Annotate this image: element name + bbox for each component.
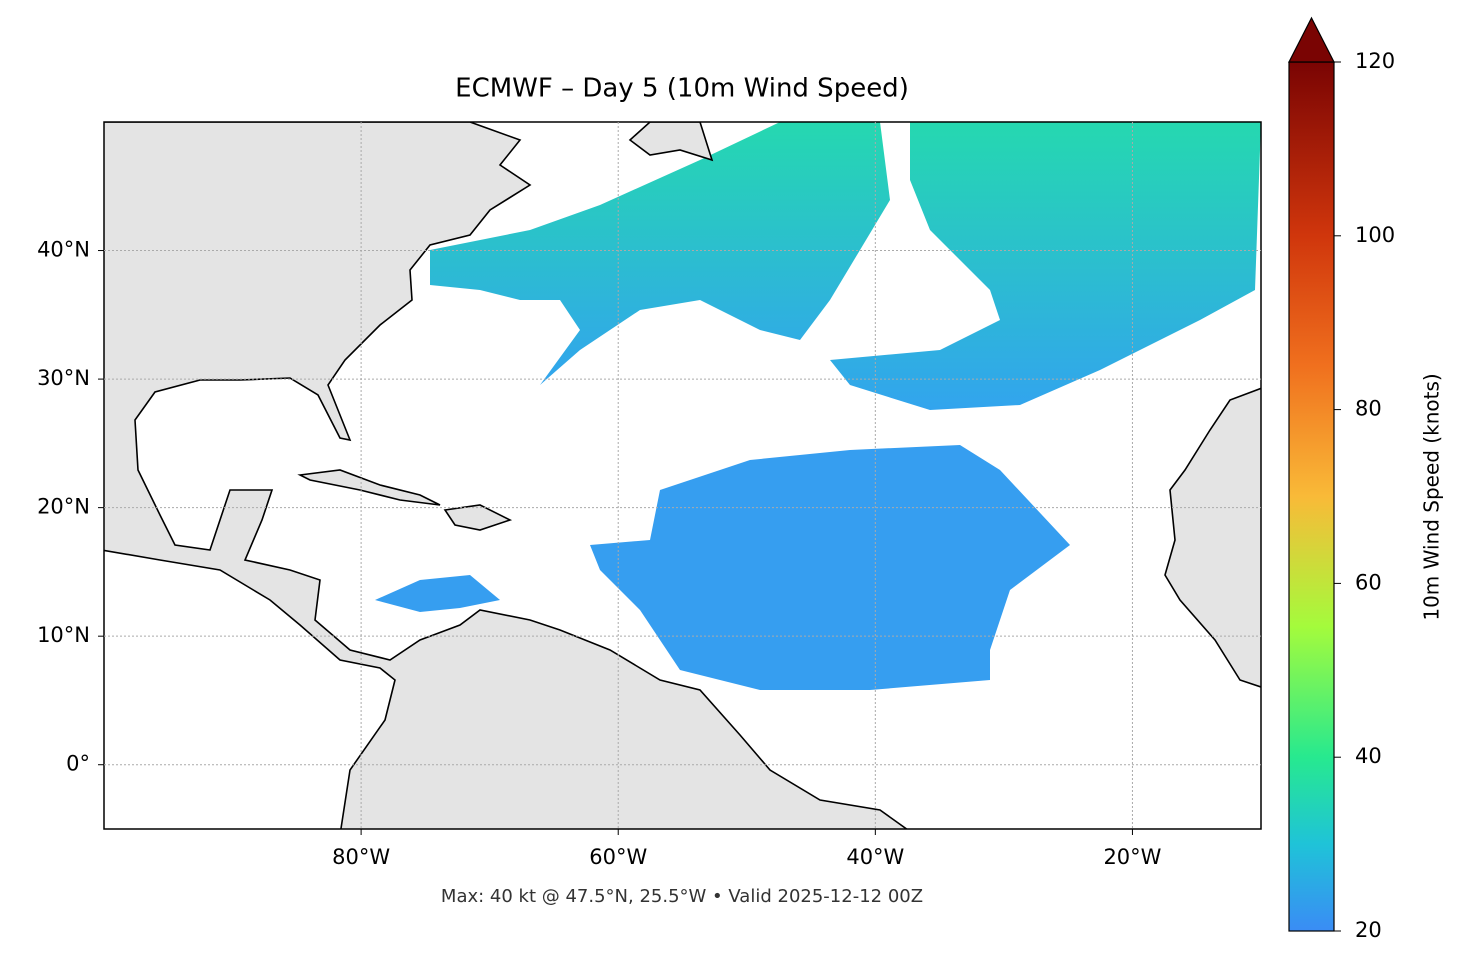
colorbar	[1288, 61, 1335, 932]
y-tick-label: 30°N	[37, 366, 90, 390]
map-title: ECMWF – Day 5 (10m Wind Speed)	[455, 74, 909, 104]
y-tick-label: 0°	[66, 752, 90, 776]
land	[628, 122, 714, 162]
x-tick-label: 40°W	[846, 845, 904, 869]
wind-field	[430, 122, 890, 385]
x-tick-label: 20°W	[1103, 845, 1161, 869]
colorbar-label: 10m Wind Speed (knots)	[1420, 373, 1444, 620]
colorbar-tick-label: 80	[1355, 397, 1382, 421]
map-body	[104, 122, 1261, 829]
y-tick-label: 10°N	[37, 623, 90, 647]
map-frame	[103, 121, 1262, 830]
x-tick-label: 60°W	[589, 845, 647, 869]
land	[443, 504, 513, 531]
colorbar-tick-label: 60	[1355, 570, 1382, 594]
wind-field	[830, 122, 1261, 410]
land	[104, 122, 908, 829]
land	[297, 469, 441, 506]
x-tick-label: 80°W	[332, 845, 390, 869]
wind-field	[590, 445, 1070, 690]
land	[1164, 387, 1261, 688]
y-tick-label: 40°N	[37, 238, 90, 262]
footnote: Max: 40 kt @ 47.5°N, 25.5°W • Valid 2025…	[441, 886, 923, 907]
colorbar-extend	[1288, 16, 1335, 63]
colorbar-tick-label: 20	[1355, 918, 1382, 942]
wind-field	[375, 575, 500, 612]
colorbar-tick-label: 120	[1355, 49, 1395, 73]
colorbar-tick-label: 100	[1355, 223, 1395, 247]
colorbar-tick-label: 40	[1355, 744, 1382, 768]
y-tick-label: 20°N	[37, 495, 90, 519]
